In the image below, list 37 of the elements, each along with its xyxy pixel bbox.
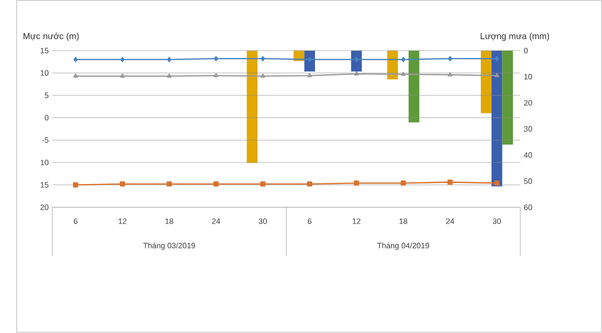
y2-axis-title: Lượng mưa (mm) xyxy=(480,32,550,42)
point xyxy=(448,72,452,76)
point xyxy=(494,73,500,78)
point xyxy=(307,182,312,187)
point xyxy=(214,56,218,62)
point xyxy=(120,74,125,78)
point xyxy=(120,57,125,62)
point xyxy=(166,182,172,187)
bar xyxy=(246,50,258,163)
point xyxy=(260,56,265,62)
bar xyxy=(408,50,420,123)
point xyxy=(447,180,453,185)
point xyxy=(260,74,266,78)
point xyxy=(73,74,78,78)
point xyxy=(354,71,359,76)
point xyxy=(167,57,172,62)
point xyxy=(494,180,500,186)
bar xyxy=(502,50,513,145)
bar xyxy=(351,50,362,72)
point xyxy=(354,180,360,186)
point xyxy=(120,182,126,187)
point xyxy=(260,182,266,187)
point xyxy=(166,74,172,78)
point xyxy=(448,56,452,62)
bar xyxy=(304,50,316,72)
point xyxy=(400,72,406,76)
point xyxy=(307,73,312,78)
point xyxy=(401,57,406,62)
point xyxy=(400,180,406,186)
bar xyxy=(480,50,492,114)
point xyxy=(73,182,78,188)
point xyxy=(74,57,78,62)
point xyxy=(214,73,218,78)
y-axis-title: Mực nước (m) xyxy=(24,32,79,42)
bar xyxy=(492,50,502,186)
point xyxy=(494,56,499,62)
point xyxy=(213,182,219,187)
